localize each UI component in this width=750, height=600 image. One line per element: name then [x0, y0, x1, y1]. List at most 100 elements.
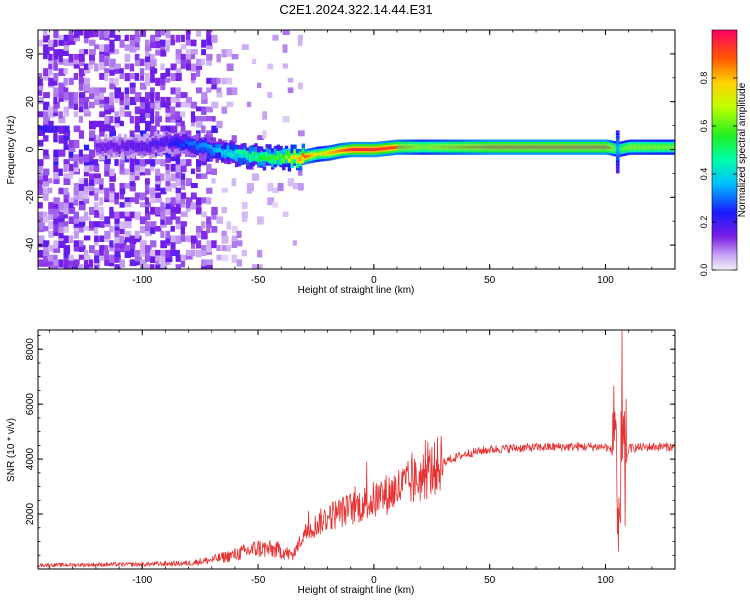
spectrogram-ridge-cell	[196, 145, 200, 150]
spectrogram-cell	[145, 77, 151, 86]
spectrogram-cell	[99, 34, 105, 40]
colorbar-tick-label-2: 0.4	[699, 168, 709, 181]
spectrogram-cell	[206, 130, 213, 138]
spectrogram-cell	[211, 178, 216, 184]
spectrogram-cell	[165, 30, 171, 39]
spectrogram-cell	[114, 216, 120, 224]
spectrogram-cell	[221, 106, 228, 114]
spectrogram-cell	[155, 254, 161, 261]
spectrogram-band-cell	[443, 142, 449, 152]
spectrogram-ridge-cell	[209, 147, 214, 156]
spectrogram-cell	[124, 73, 131, 82]
spectrogram-ridge-cell	[273, 155, 278, 160]
spectrogram-cell	[221, 206, 227, 214]
spectrogram-cell	[48, 259, 55, 265]
spectrogram-panel: -100 -50 0 50 100 -40 -20 0 20 40 Height of stra…	[6, 29, 676, 296]
spectrogram-cell	[201, 125, 206, 134]
spectrogram-ridge-cell	[98, 143, 103, 148]
spectrogram-cell	[211, 34, 218, 43]
spectrogram-cell	[226, 87, 233, 96]
spectrogram-cell	[73, 101, 78, 110]
spectrogram-cell	[180, 211, 188, 217]
spectrogram-cell	[63, 245, 71, 254]
spectrogram-cell	[180, 202, 186, 208]
spectrogram-cell	[185, 130, 192, 138]
spectrogram-cell	[175, 221, 183, 230]
spectrogram-cell	[38, 249, 45, 258]
spectrogram-cell	[150, 125, 157, 131]
spectrogram-cell	[231, 254, 238, 263]
spectrogram-cell	[114, 230, 120, 238]
spectrogram-cell	[114, 92, 120, 99]
spectrogram-cell	[231, 135, 237, 143]
spectrogram-cell	[211, 77, 218, 85]
spectrogram-cell	[68, 139, 76, 148]
spectrogram-cell	[190, 63, 197, 72]
spectrogram-cell	[129, 116, 135, 124]
spectrogram-cell	[201, 39, 206, 48]
spectrogram-band-cell	[424, 142, 430, 152]
spectrogram-cell	[63, 192, 70, 200]
spectrogram-cell	[53, 254, 58, 260]
spectrogram-cell	[134, 39, 140, 48]
spectrogram-cell	[73, 96, 78, 104]
spectrogram-ridge-cell	[162, 137, 166, 147]
spectrogram-cell	[150, 53, 155, 60]
spectrogram-cell	[134, 259, 142, 266]
spectrogram-ridge-cell	[312, 153, 317, 157]
spectrogram-ridge-cell	[329, 151, 333, 155]
spectrogram-cell	[134, 30, 140, 37]
spectrogram-cell	[175, 68, 182, 73]
spectrogram-cell	[160, 44, 165, 50]
spectrogram-cell	[201, 116, 208, 122]
spectrogram-cell	[73, 159, 78, 168]
spectrogram-cell	[68, 34, 75, 41]
spectrogram-cell	[38, 183, 43, 191]
spectrogram-cell	[231, 235, 238, 242]
spectrogram-cell	[160, 96, 166, 103]
spectrogram-cell	[139, 216, 147, 225]
spectrogram-cell	[58, 187, 64, 195]
spectrogram-ridge-cell	[323, 152, 328, 155]
spectrogram-streak-cell	[615, 147, 620, 150]
spectrogram-cell	[83, 82, 90, 92]
spectrogram-cell	[196, 87, 203, 94]
spectrogram-cell	[73, 111, 79, 117]
spectrogram-cell	[78, 178, 85, 184]
spectrogram-cell	[150, 254, 156, 264]
spectrogram-cell	[73, 187, 81, 195]
spectrogram-cell	[63, 259, 70, 268]
spectrogram-cell	[129, 249, 135, 257]
spectrogram-cell	[43, 44, 50, 52]
snr-x-tick-label-0: -100	[132, 575, 152, 586]
spectrogram-cell	[109, 168, 115, 177]
spectrogram-cell	[145, 197, 150, 205]
spectrogram-cell	[48, 68, 53, 76]
spectrogram-cell	[83, 259, 89, 265]
spectrogram-cell	[134, 192, 142, 199]
spectrogram-cell	[155, 92, 160, 101]
spectrogram-cell	[175, 49, 182, 55]
spectrogram-band-cell	[517, 142, 523, 152]
spectrogram-ridge-cell	[190, 141, 194, 146]
spectrogram-cell	[124, 34, 129, 42]
spectrogram-cell	[206, 187, 213, 194]
spectrogram-cell	[196, 106, 203, 112]
spectrogram-cell	[170, 111, 176, 120]
spectrogram-cell	[282, 211, 289, 217]
spectrogram-cell	[185, 58, 191, 64]
spectrogram-ridge-cell	[182, 134, 186, 149]
spectrogram-cell	[48, 221, 56, 229]
spectrogram-cell	[53, 154, 59, 162]
spectrogram-cell	[89, 63, 94, 69]
spectrogram-cell	[175, 111, 181, 120]
spectrogram-ridge-cell	[271, 154, 275, 159]
spectrogram-cell	[73, 139, 80, 149]
spectrogram-cell	[89, 178, 95, 186]
spectrogram-cell	[48, 178, 53, 184]
spectrogram-cell	[170, 73, 177, 82]
spectrogram-band-cell	[452, 142, 458, 152]
spectrogram-ridge-cell	[151, 141, 155, 146]
spectrogram-cell	[216, 92, 223, 98]
spectrogram-band-cell	[605, 142, 611, 152]
